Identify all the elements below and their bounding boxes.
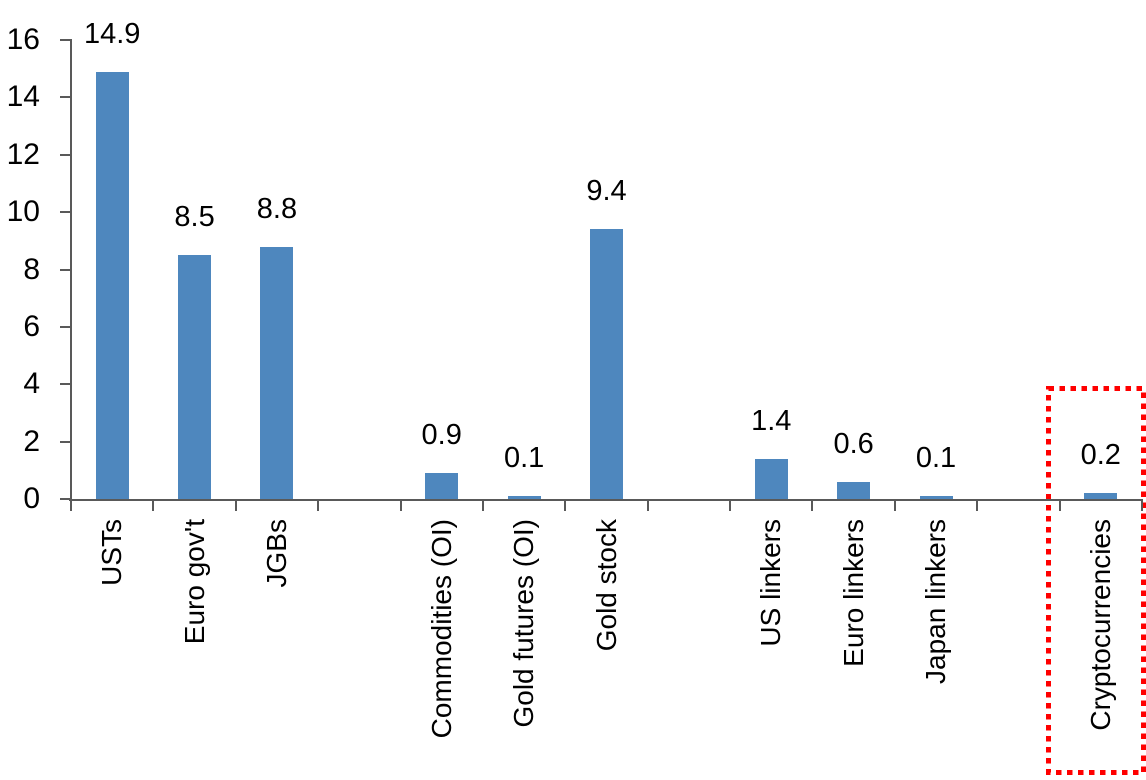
y-axis-tick <box>60 39 70 41</box>
bar <box>919 496 953 499</box>
x-axis-tick <box>481 500 484 511</box>
bar-value-label: 0.6 <box>833 427 874 460</box>
y-axis-tick-label: 16 <box>6 23 40 56</box>
bar-value-label: 14.9 <box>83 17 141 50</box>
x-axis-tick <box>1058 500 1061 511</box>
bar <box>507 496 541 499</box>
x-axis-category-label: Euro gov't <box>178 519 210 645</box>
x-axis-tick <box>729 500 732 511</box>
x-axis-tick <box>152 500 155 511</box>
bar-value-label: 0.1 <box>503 442 545 475</box>
bar <box>260 246 294 499</box>
bar-value-label: 8.8 <box>256 192 298 225</box>
bar <box>425 473 459 499</box>
x-axis-tick <box>976 500 979 511</box>
x-axis-category-label: US linkers <box>755 519 787 647</box>
x-axis-category-label: Commodities (OI) <box>425 519 457 739</box>
y-axis-tick-label: 8 <box>23 252 40 286</box>
highlight-box <box>1046 386 1146 775</box>
y-axis-tick-label: 12 <box>6 137 40 171</box>
y-axis-line <box>69 39 72 511</box>
y-axis-tick <box>60 440 70 443</box>
y-axis-tick-label: 10 <box>6 195 40 229</box>
x-axis-line <box>69 499 1143 501</box>
y-axis-tick-label: 2 <box>23 424 40 458</box>
y-axis-tick <box>60 211 70 214</box>
x-axis-tick <box>317 500 320 511</box>
x-axis-tick <box>811 500 814 511</box>
x-axis-category-label: Gold futures (OI) <box>508 519 540 728</box>
bar <box>754 458 788 499</box>
y-axis-tick-label: 14 <box>6 80 40 114</box>
bar-value-label: 9.4 <box>586 175 627 208</box>
bar <box>590 229 623 499</box>
x-axis-category-label: USTs <box>96 519 128 586</box>
x-axis-category-label: JGBs <box>260 519 292 588</box>
y-axis-tick <box>60 498 70 500</box>
bar <box>178 255 212 499</box>
x-axis-tick <box>564 500 567 511</box>
bar-value-label: 1.4 <box>751 404 792 437</box>
x-axis-category-label: Japan linkers <box>920 519 952 684</box>
x-axis-tick <box>646 500 649 511</box>
y-axis-tick-label: 0 <box>23 482 40 515</box>
bar-value-label: 0.2 <box>1080 439 1121 472</box>
x-axis-tick <box>70 500 72 511</box>
x-axis-category-label: Euro linkers <box>837 519 869 667</box>
y-axis-tick <box>60 153 70 156</box>
x-axis-tick <box>893 500 896 511</box>
bar <box>1084 493 1118 499</box>
bar <box>837 481 871 499</box>
x-axis-tick <box>1141 500 1143 511</box>
y-axis-tick <box>60 268 70 271</box>
x-axis-category-label: Cryptocurrencies <box>1084 519 1116 731</box>
y-axis-tick-label: 4 <box>23 367 40 401</box>
y-axis-tick-label: 6 <box>23 309 40 343</box>
bar-value-label: 8.5 <box>174 201 215 234</box>
y-axis-tick <box>60 383 70 386</box>
y-axis-tick <box>60 325 70 328</box>
bar <box>95 71 129 499</box>
x-axis-tick <box>399 500 402 511</box>
x-axis-tick <box>234 500 237 511</box>
y-axis-tick <box>60 96 70 99</box>
x-axis-category-label: Gold stock <box>590 519 622 652</box>
bar-value-label: 0.9 <box>421 419 462 452</box>
bar-value-label: 0.1 <box>915 442 957 475</box>
